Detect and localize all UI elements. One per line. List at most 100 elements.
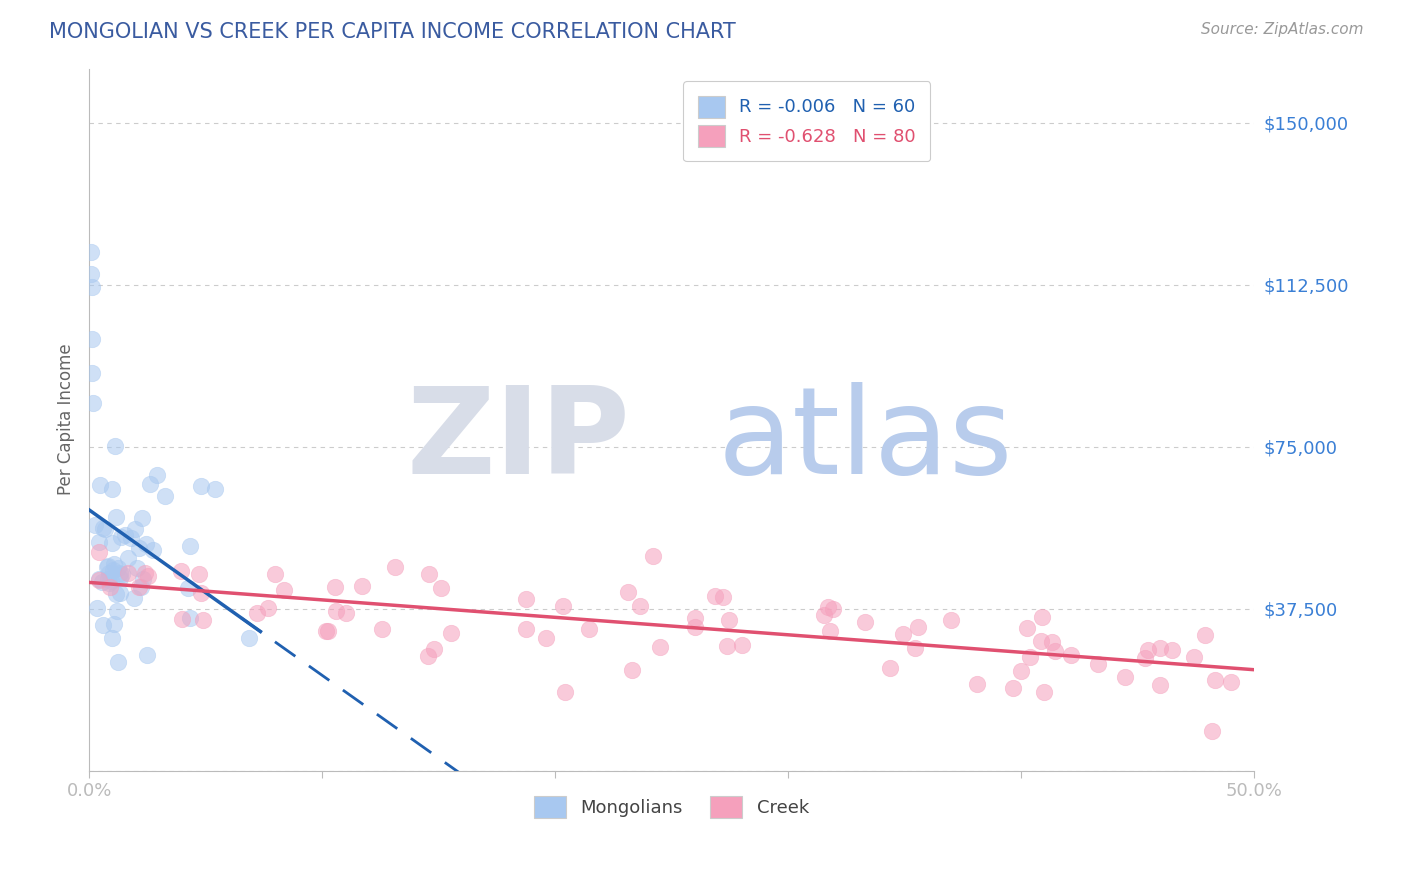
Text: MONGOLIAN VS CREEK PER CAPITA INCOME CORRELATION CHART: MONGOLIAN VS CREEK PER CAPITA INCOME COR… bbox=[49, 22, 735, 42]
Point bbox=[515, 622, 537, 636]
Point bbox=[1149, 678, 1171, 692]
Point bbox=[104, 439, 127, 453]
Point bbox=[718, 613, 741, 627]
Point bbox=[136, 569, 159, 583]
Point bbox=[188, 566, 211, 581]
Point bbox=[107, 655, 129, 669]
Point bbox=[1031, 634, 1053, 648]
Point bbox=[108, 566, 131, 581]
Point bbox=[97, 559, 120, 574]
Point bbox=[1060, 648, 1083, 662]
Point bbox=[704, 589, 727, 603]
Point bbox=[641, 549, 664, 564]
Point bbox=[648, 640, 671, 655]
Point bbox=[117, 566, 139, 581]
Point bbox=[246, 607, 269, 621]
Point bbox=[82, 332, 104, 346]
Point bbox=[628, 599, 651, 613]
Point bbox=[323, 580, 346, 594]
Point bbox=[101, 631, 124, 645]
Point bbox=[131, 511, 153, 525]
Point bbox=[146, 468, 169, 483]
Point bbox=[204, 482, 226, 496]
Point bbox=[177, 581, 200, 595]
Point bbox=[1204, 673, 1226, 688]
Point bbox=[135, 537, 157, 551]
Point bbox=[117, 550, 139, 565]
Point bbox=[107, 561, 129, 575]
Point bbox=[1201, 723, 1223, 738]
Point bbox=[578, 622, 600, 636]
Point bbox=[80, 279, 103, 293]
Point bbox=[114, 528, 136, 542]
Point bbox=[96, 560, 118, 574]
Point bbox=[1194, 628, 1216, 642]
Point bbox=[418, 567, 440, 582]
Point bbox=[97, 572, 120, 586]
Point bbox=[103, 617, 125, 632]
Point bbox=[98, 576, 121, 591]
Point bbox=[823, 602, 845, 616]
Point bbox=[1017, 621, 1039, 635]
Point bbox=[89, 545, 111, 559]
Point bbox=[80, 267, 103, 281]
Point bbox=[818, 624, 841, 638]
Point bbox=[172, 612, 194, 626]
Point bbox=[98, 580, 121, 594]
Legend: Mongolians, Creek: Mongolians, Creek bbox=[526, 789, 817, 825]
Point bbox=[264, 566, 287, 581]
Point bbox=[87, 573, 110, 587]
Point bbox=[1019, 650, 1042, 665]
Point bbox=[731, 638, 754, 652]
Point bbox=[1087, 657, 1109, 671]
Point bbox=[1161, 643, 1184, 657]
Point bbox=[316, 624, 339, 638]
Point bbox=[141, 543, 163, 558]
Point bbox=[80, 245, 103, 260]
Point bbox=[1001, 681, 1024, 696]
Point bbox=[82, 396, 104, 410]
Point bbox=[904, 641, 927, 656]
Point bbox=[120, 531, 142, 545]
Point bbox=[554, 684, 576, 698]
Point bbox=[416, 648, 439, 663]
Point bbox=[1137, 642, 1160, 657]
Point bbox=[617, 585, 640, 599]
Point bbox=[170, 564, 193, 578]
Point bbox=[101, 536, 124, 550]
Point bbox=[110, 530, 132, 544]
Point bbox=[1010, 664, 1032, 678]
Point bbox=[91, 521, 114, 535]
Point bbox=[683, 611, 706, 625]
Point bbox=[325, 604, 347, 618]
Point bbox=[1040, 635, 1063, 649]
Point bbox=[125, 561, 148, 575]
Point bbox=[105, 604, 128, 618]
Point bbox=[179, 539, 201, 553]
Point bbox=[105, 587, 128, 601]
Point bbox=[179, 611, 201, 625]
Point bbox=[384, 560, 406, 574]
Point bbox=[966, 677, 988, 691]
Point bbox=[97, 566, 120, 581]
Point bbox=[155, 489, 177, 503]
Point bbox=[939, 613, 962, 627]
Point bbox=[110, 571, 132, 585]
Point bbox=[129, 580, 152, 594]
Point bbox=[87, 534, 110, 549]
Point bbox=[1114, 670, 1136, 684]
Point bbox=[1220, 674, 1243, 689]
Point bbox=[716, 640, 738, 654]
Point bbox=[94, 522, 117, 536]
Point bbox=[136, 648, 159, 663]
Point bbox=[350, 579, 373, 593]
Point bbox=[1031, 610, 1053, 624]
Point bbox=[122, 591, 145, 606]
Text: atlas: atlas bbox=[718, 382, 1014, 500]
Point bbox=[907, 620, 929, 634]
Point bbox=[1043, 644, 1066, 658]
Point bbox=[128, 541, 150, 555]
Point bbox=[100, 483, 122, 497]
Point bbox=[536, 631, 558, 645]
Point bbox=[891, 627, 914, 641]
